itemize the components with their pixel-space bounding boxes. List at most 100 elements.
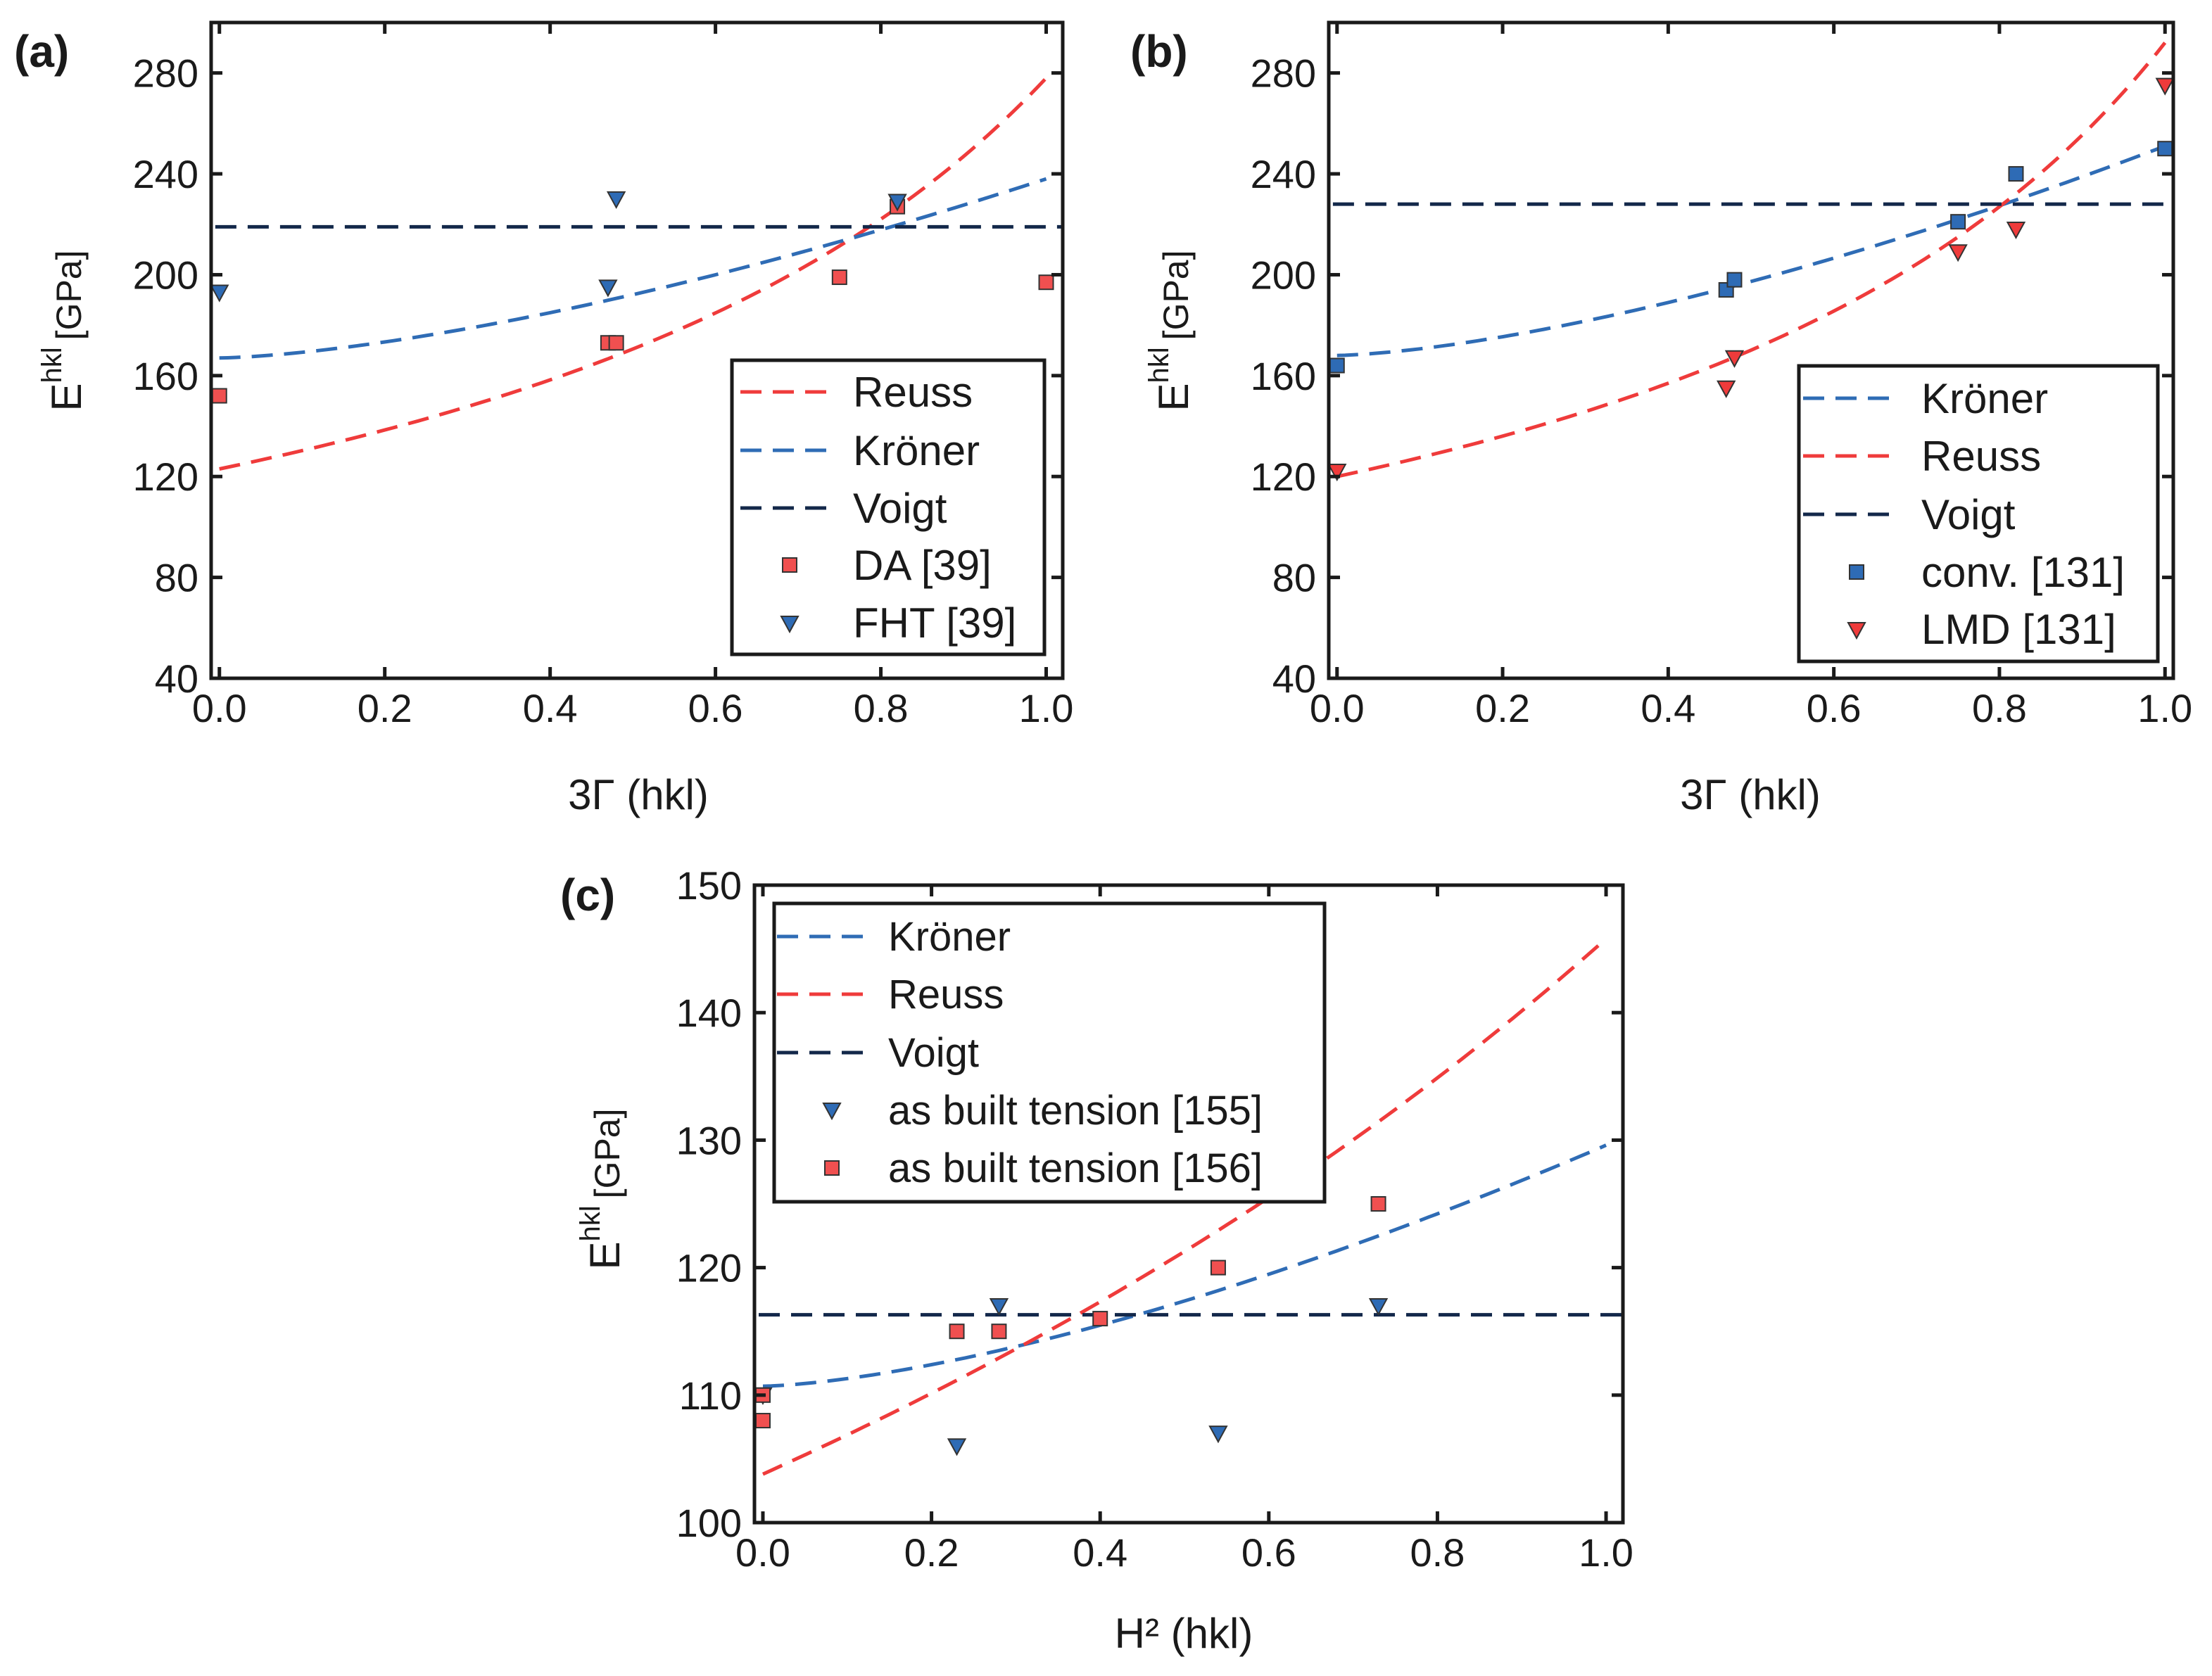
x-tick-label-c-5: 1.0 (1579, 1530, 1633, 1575)
legend-label-voigt-a: Voigt (853, 485, 947, 532)
y-tick-label-b-3: 160 (1251, 354, 1316, 398)
legend-marker-tension155-c (822, 1103, 842, 1121)
legend-label-reuss-a: Reuss (853, 369, 973, 416)
y-tick-label-a-5: 240 (133, 152, 198, 196)
data-point-lmd-131--4 (2006, 221, 2026, 240)
y-tick-label-b-4: 200 (1251, 253, 1316, 297)
data-point-fht-39--0 (210, 284, 229, 303)
data-point-as-built-tension-156--3 (991, 1323, 1007, 1340)
legend-label-voigt-b: Voigt (1921, 491, 2016, 538)
series-curve-reuss-a (219, 77, 1048, 471)
y-axis-title-unit-a: [GPa] (49, 250, 89, 340)
data-point-conv-131--0 (1329, 357, 1345, 374)
data-point-lmd-131--1 (1717, 380, 1736, 398)
y-tick-label-a-3: 160 (133, 354, 198, 398)
x-tick-label-b-4: 0.8 (1972, 686, 2027, 730)
data-point-as-built-tension-156--1 (754, 1413, 771, 1429)
svg-text:Ehkl[GPa]: Ehkl [GPa] (575, 1108, 628, 1269)
legend-marker-da-a (782, 557, 797, 573)
legend-label-kroner-b: Kröner (1921, 375, 2048, 422)
series-curve-reuss-c (761, 937, 1607, 1476)
svg-text:Ehkl[GPa]: Ehkl [GPa] (1144, 250, 1197, 411)
y-axis-title-unit-b: [GPa] (1156, 250, 1196, 340)
y-tick-label-c-2: 120 (676, 1246, 742, 1290)
x-tick-label-b-1: 0.2 (1475, 686, 1530, 730)
y-tick-label-a-2: 120 (133, 455, 198, 499)
data-point-as-built-tension-155--2 (989, 1297, 1009, 1316)
x-tick-label-c-3: 0.6 (1241, 1530, 1296, 1575)
y-axis-title-main-c: E (581, 1241, 628, 1269)
series-curve-kr-ner-a (219, 177, 1047, 360)
data-point-fht-39--3 (887, 193, 907, 212)
data-point-lmd-131--5 (2155, 77, 2175, 96)
y-tick-label-c-3: 130 (676, 1118, 742, 1162)
data-point-conv-131--3 (1950, 214, 1966, 230)
x-tick-label-a-0: 0.0 (192, 686, 247, 730)
data-point-lmd-131--2 (1724, 350, 1745, 368)
y-tick-label-a-4: 200 (133, 253, 198, 297)
y-axis-title-a: Ehkl [GPa] (37, 250, 90, 411)
legend-label-fht-a: FHT [39] (853, 599, 1016, 647)
x-tick-label-b-3: 0.6 (1807, 686, 1862, 730)
data-point-as-built-tension-156--6 (1370, 1196, 1386, 1212)
x-tick-label-b-5: 1.0 (2137, 686, 2192, 730)
series-curve-kr-ner-b (1336, 144, 2166, 357)
legend-label-voigt-c: Voigt (888, 1030, 979, 1076)
x-tick-label-c-4: 0.8 (1410, 1530, 1465, 1575)
legend-a: Reuss Kröner Voigt DA [39] FHT [39] (730, 358, 1047, 656)
legend-label-reuss-b: Reuss (1921, 433, 2041, 480)
legend-label-conv-b: conv. [131] (1921, 549, 2125, 596)
legend-c: Kröner Reuss Voigt as built tension [155… (772, 901, 1327, 1204)
x-tick-label-a-3: 0.6 (688, 686, 743, 730)
panel-label-a: (a) (14, 26, 69, 77)
axes-frame-a (209, 20, 1065, 680)
y-axis-title-main-a: E (43, 383, 90, 411)
y-tick-label-a-6: 280 (133, 51, 198, 96)
x-tick-label-b-2: 0.4 (1641, 686, 1695, 730)
data-point-conv-131--5 (2157, 141, 2173, 157)
data-point-as-built-tension-155--1 (947, 1438, 967, 1456)
y-tick-label-c-5: 150 (676, 863, 742, 908)
data-point-da-39--3 (831, 269, 847, 286)
y-tick-label-b-2: 120 (1251, 455, 1316, 499)
y-tick-label-c-0: 100 (676, 1501, 742, 1545)
legend-label-lmd-b: LMD [131] (1921, 606, 2116, 653)
data-point-as-built-tension-155--3 (1208, 1426, 1228, 1444)
y-axis-title-sup-b: hkl (1144, 347, 1175, 383)
panel-label-c: (c) (560, 870, 615, 920)
plot-area-a (210, 77, 1063, 471)
axes-frame-c (752, 883, 1625, 1525)
chart-panel-c: (c) Ehkl [GPa] H² (hkl) Kröner Reuss Voig… (560, 863, 1633, 1657)
data-point-da-39--2 (608, 335, 624, 351)
data-point-as-built-tension-156--4 (1092, 1311, 1108, 1327)
chart-panel-a: (a) Ehkl [GPa] 3Γ (hkl) Reuss Kröner Voig… (14, 20, 1074, 818)
y-tick-label-b-6: 280 (1251, 51, 1316, 96)
x-axis-title-a: 3Γ (hkl) (568, 771, 709, 818)
y-axis-title-sup-c: hkl (575, 1205, 606, 1241)
legend-box-b (1797, 364, 2160, 664)
legend-box-c (772, 901, 1327, 1204)
plot-area-b (1327, 42, 2175, 482)
legend-label-kroner-c: Kröner (888, 914, 1011, 960)
x-tick-label-c-1: 0.2 (904, 1530, 959, 1575)
legend-label-kroner-a: Kröner (853, 427, 980, 474)
data-point-conv-131--2 (1726, 272, 1743, 288)
x-tick-label-a-5: 1.0 (1019, 686, 1074, 730)
legend-marker-tension156-c (824, 1160, 840, 1176)
x-tick-label-b-0: 0.0 (1310, 686, 1365, 730)
y-axis-title-c: Ehkl [GPa] (575, 1108, 628, 1269)
axes-frame-b (1327, 20, 2175, 680)
legend-label-tension155-c: as built tension [155] (888, 1088, 1263, 1134)
data-point-conv-131--4 (2008, 166, 2024, 182)
data-point-da-39--5 (1038, 274, 1054, 291)
data-point-fht-39--1 (598, 279, 618, 298)
y-axis-title-unit-c: [GPa] (588, 1108, 627, 1198)
legend-marker-conv-b (1849, 564, 1864, 580)
svg-text:Ehkl[GPa]: Ehkl [GPa] (37, 250, 90, 411)
legend-marker-lmd-b (1847, 622, 1866, 640)
data-point-fht-39--2 (606, 191, 626, 210)
x-axis-title-c: H² (hkl) (1115, 1610, 1253, 1657)
data-point-as-built-tension-155--4 (1368, 1297, 1389, 1316)
plot-area-c (753, 937, 1623, 1476)
y-tick-label-b-0: 40 (1272, 656, 1316, 701)
